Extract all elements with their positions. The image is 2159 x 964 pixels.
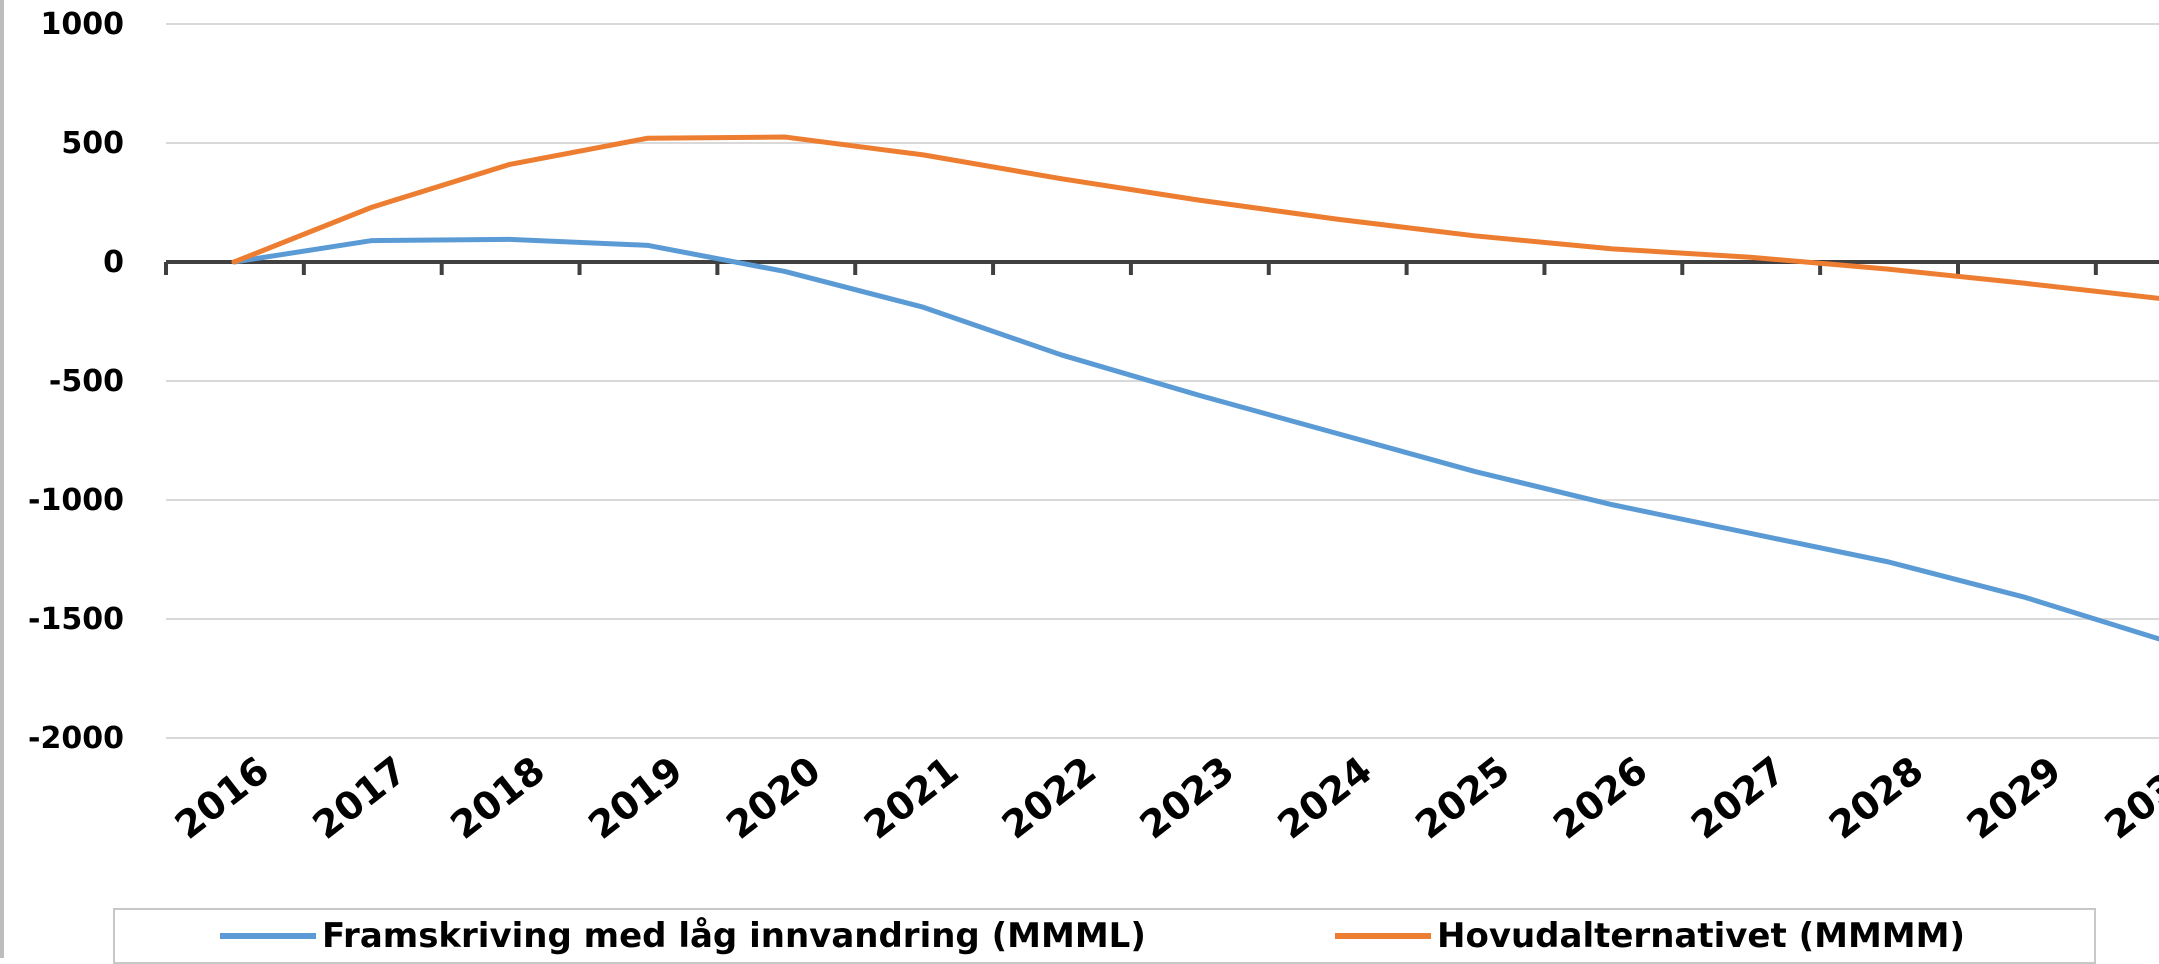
x-tick-label: 2029	[1959, 748, 2069, 848]
x-tick-label: 2017	[305, 748, 415, 848]
data-point-series-1	[1336, 432, 1338, 434]
legend: Framskriving med låg innvandring (MMML) …	[113, 908, 2096, 964]
y-tick-label: -1000	[28, 483, 124, 518]
y-tick-label: -500	[49, 364, 124, 399]
x-tick-label: 2020	[718, 748, 828, 848]
data-point-series-1	[1611, 504, 1613, 506]
y-tick-label: -2000	[28, 721, 124, 756]
data-point-series-2	[371, 206, 373, 208]
legend-label-series-1: Framskriving med låg innvandring (MMML)	[322, 916, 1146, 956]
y-tick-label: 500	[61, 126, 124, 161]
y-tick-label: 1000	[41, 7, 125, 42]
data-point-series-2	[784, 136, 786, 138]
data-point-series-1	[647, 244, 649, 246]
data-point-series-2	[1198, 199, 1200, 201]
x-tick-label: 2023	[1132, 748, 1242, 848]
data-point-series-2	[1887, 268, 1889, 270]
x-tick-label: 2019	[580, 748, 690, 848]
data-point-series-2	[509, 163, 511, 165]
data-point-series-1	[371, 240, 373, 242]
y-tick-label: 0	[103, 245, 124, 280]
chart-frame-border	[0, 0, 4, 958]
data-point-series-2	[1474, 235, 1476, 237]
data-point-series-2	[1749, 256, 1751, 258]
legend-swatch-series-1	[220, 933, 316, 939]
data-point-series-2	[1336, 218, 1338, 220]
x-tick-label: 2027	[1683, 748, 1793, 848]
x-tick-label: 2030	[2097, 748, 2159, 848]
legend-item-series-2: Hovudalternativet (MMMM)	[1335, 910, 1965, 962]
data-point-series-1	[1749, 532, 1751, 534]
series-line-1	[231, 236, 2159, 642]
data-point-series-2	[2025, 282, 2027, 284]
data-point-series-1	[1198, 394, 1200, 396]
x-tick-label: 2021	[856, 748, 966, 848]
data-point-series-1	[784, 271, 786, 273]
data-point-series-1	[922, 306, 924, 308]
x-tick-label: 2026	[1545, 748, 1655, 848]
data-point-series-2	[1060, 178, 1062, 180]
x-tick-label: 2024	[1270, 748, 1380, 848]
legend-swatch-series-2	[1335, 933, 1431, 939]
x-tick-label: 2022	[994, 748, 1104, 848]
data-point-series-2	[647, 137, 649, 139]
data-point-series-2	[1611, 248, 1613, 250]
series-line-2	[231, 134, 2159, 301]
data-point-series-1	[1887, 561, 1889, 563]
legend-item-series-1: Framskriving med låg innvandring (MMML)	[220, 910, 1146, 962]
data-point-series-2	[922, 154, 924, 156]
data-point-series-2	[233, 261, 235, 263]
data-point-series-1	[1474, 470, 1476, 472]
data-point-series-1	[2025, 597, 2027, 599]
data-point-series-1	[509, 238, 511, 240]
data-point-series-1	[1060, 354, 1062, 356]
y-tick-label: -1500	[28, 602, 124, 637]
legend-label-series-2: Hovudalternativet (MMMM)	[1437, 916, 1965, 956]
x-tick-label: 2018	[442, 748, 552, 848]
x-tick-label: 2025	[1407, 748, 1517, 848]
x-tick-label: 2028	[1821, 748, 1931, 848]
x-tick-label: 2016	[167, 748, 277, 848]
